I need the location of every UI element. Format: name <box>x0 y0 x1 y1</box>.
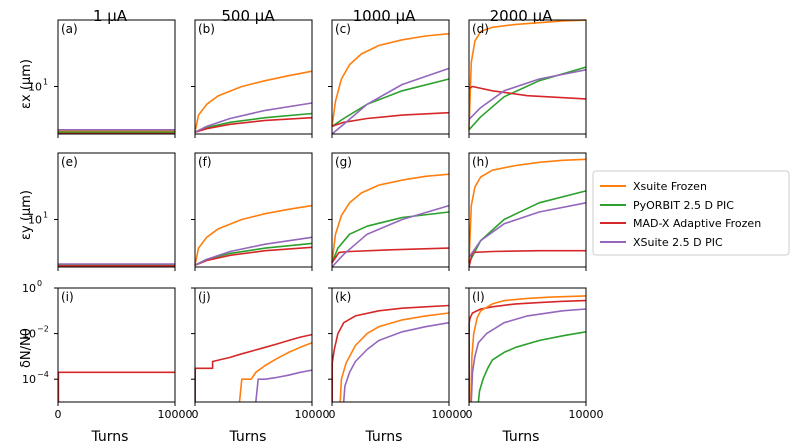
y-tick-label-i-1: 10 <box>22 328 36 341</box>
legend-box <box>592 170 790 256</box>
series-line-l-xsuite-frozen <box>470 295 587 403</box>
panel-label-b: (b) <box>198 22 215 36</box>
series-line-d-xsuite-2-5-d-pic <box>468 69 587 120</box>
panel-label-l: (l) <box>472 290 485 304</box>
legend-label-xsuite-frozen: Xsuite Frozen <box>633 180 707 193</box>
x-tick-label-k-1: 10000 <box>432 408 467 421</box>
series-line-h-mad-x-adaptive-frozen <box>468 249 586 268</box>
axes-frame-c <box>331 19 450 135</box>
series-line-k-xsuite-frozen <box>339 312 450 403</box>
x-tick-label-l-1: 10000 <box>569 408 604 421</box>
series-line-c-xsuite-2-5-d-pic <box>331 67 450 135</box>
panel-label-d: (d) <box>472 22 489 36</box>
series-line-f-xsuite-frozen <box>194 204 313 266</box>
xlabel-col3: Turns <box>365 429 403 445</box>
panel-label-e: (e) <box>61 155 78 169</box>
y-tick-exp-i-0: 0 <box>37 279 42 288</box>
panel-label-c: (c) <box>335 22 351 36</box>
y-tick-label-e: 10 <box>28 214 42 227</box>
series-line-g-mad-x-adaptive-frozen <box>331 247 450 264</box>
series-line-j-xsuite-frozen <box>238 341 313 403</box>
axes-frame-e <box>57 152 176 268</box>
x-tick-label-k-0: 0 <box>329 408 336 421</box>
panels-layer: (a)10 1(b) (c) (d)(e)10 1(f) (g) (h)(i)0 100001… <box>22 19 604 421</box>
series-line-k-mad-x-adaptive-frozen <box>331 304 450 403</box>
y-tick-exp-i-2: −4 <box>37 370 49 379</box>
ylabel-emittance-x: εx (μm) <box>19 59 34 109</box>
series-line-d-mad-x-adaptive-frozen <box>468 85 587 100</box>
y-tick-label-i-0: 10 <box>22 282 36 295</box>
axes-frame-f <box>194 152 313 268</box>
axes-frame-h <box>468 152 587 268</box>
x-tick-label-i-0: 0 <box>55 408 62 421</box>
x-tick-label-l-0: 0 <box>466 408 473 421</box>
legend-label-madx: MAD-X Adaptive Frozen <box>633 217 761 230</box>
series-line-i-mad-x-adaptive-frozen <box>57 371 175 403</box>
series-line-h-pyorbit-2-5-d-pic <box>468 190 587 264</box>
legend-label-xsuite-pic: XSuite 2.5 D PIC <box>633 236 723 249</box>
col-title-1000uA: 1000 μA <box>353 7 416 25</box>
axes-frame-g <box>331 152 450 268</box>
axes-frame-a <box>57 19 176 135</box>
series-line-h-xsuite-2-5-d-pic <box>468 202 587 258</box>
xlabel-col4: Turns <box>502 429 540 445</box>
series-line-c-xsuite-frozen <box>331 32 450 127</box>
legend: Xsuite Frozen PyORBIT 2.5 D PIC MAD-X Ad… <box>592 170 790 256</box>
panel-label-a: (a) <box>61 22 78 36</box>
y-tick-label-a: 10 <box>28 81 42 94</box>
series-line-l-pyorbit-2-5-d-pic <box>477 331 587 403</box>
ylabel-loss: δN/N0 <box>19 328 34 368</box>
panel-label-h: (h) <box>472 155 489 169</box>
axes-frame-k <box>331 287 450 403</box>
series-line-g-pyorbit-2-5-d-pic <box>331 211 450 264</box>
series-line-c-mad-x-adaptive-frozen <box>331 111 450 128</box>
x-tick-label-i-1: 10000 <box>158 408 193 421</box>
series-line-b-pyorbit-2-5-d-pic <box>194 112 313 133</box>
series-line-k-xsuite-2-5-d-pic <box>342 321 450 403</box>
series-line-g-xsuite-2-5-d-pic <box>331 204 450 268</box>
xlabel-col2: Turns <box>229 429 267 445</box>
y-tick-exp-a: 1 <box>43 78 48 87</box>
series-line-b-xsuite-frozen <box>194 70 313 133</box>
series-line-l-xsuite-2-5-d-pic <box>470 308 587 403</box>
y-tick-exp-e: 1 <box>43 211 48 220</box>
axes-frame-l <box>468 287 587 403</box>
axes-frame-b <box>194 19 313 135</box>
col-title-1uA: 1 μA <box>93 7 128 25</box>
series-line-j-mad-x-adaptive-frozen <box>194 333 313 403</box>
panel-label-k: (k) <box>335 290 351 304</box>
series-line-b-mad-x-adaptive-frozen <box>194 116 313 133</box>
series-line-f-xsuite-2-5-d-pic <box>194 236 313 266</box>
panel-label-j: (j) <box>198 290 211 304</box>
y-tick-label-i-2: 10 <box>22 373 36 386</box>
col-title-500uA: 500 μA <box>221 7 275 25</box>
panel-label-g: (g) <box>335 155 352 169</box>
panel-label-i: (i) <box>61 290 74 304</box>
axes-frame-d <box>468 19 587 135</box>
x-tick-label-j-0: 0 <box>192 408 199 421</box>
panel-label-f: (f) <box>198 155 212 169</box>
y-tick-exp-i-1: −2 <box>37 325 49 334</box>
x-tick-label-j-1: 10000 <box>295 408 330 421</box>
axes-frame-i <box>57 287 176 403</box>
xlabel-col1: Turns <box>91 429 129 445</box>
series-line-d-xsuite-frozen <box>468 19 587 130</box>
series-line-b-xsuite-2-5-d-pic <box>194 102 313 133</box>
axes-frame-j <box>194 287 313 403</box>
series-line-j-xsuite-2-5-d-pic <box>255 369 313 403</box>
legend-label-pyorbit: PyORBIT 2.5 D PIC <box>633 199 734 212</box>
ylabel-emittance-y: εy (μm) <box>19 190 34 240</box>
series-line-h-xsuite-frozen <box>468 158 587 263</box>
series-line-g-xsuite-frozen <box>331 173 450 263</box>
